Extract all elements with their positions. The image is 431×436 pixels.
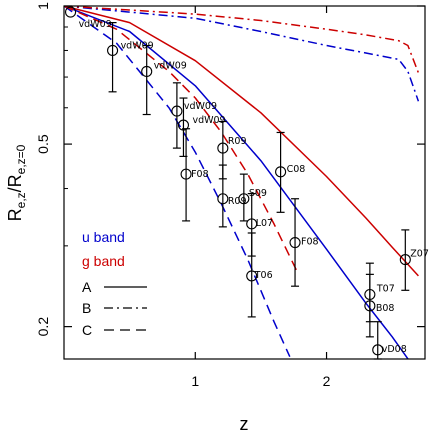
y-tick-label: 0.2 — [35, 317, 51, 337]
data-point: C08 — [275, 131, 306, 213]
point-label: vdW09 — [192, 115, 225, 126]
y-tick-label: 1 — [35, 2, 51, 10]
legend-model-b: B — [82, 300, 91, 316]
point-label: C08 — [287, 164, 306, 175]
point-marker — [275, 166, 287, 178]
point-marker — [246, 270, 258, 282]
plot-frame — [63, 5, 426, 360]
legend-g-band: g band — [82, 253, 125, 269]
point-marker — [289, 237, 301, 249]
data-point: F08 — [289, 198, 319, 287]
curve-c-u — [64, 6, 291, 358]
axis-ticks: 1 2 0.2 0.5 1 — [35, 2, 425, 389]
y-axis-title: Re,z/Re,z=0 — [5, 144, 28, 221]
x-tick-label: 2 — [323, 373, 331, 389]
curve-a-g — [64, 6, 419, 277]
point-label: vdW09 — [121, 40, 154, 51]
point-label: S09 — [249, 188, 267, 199]
point-marker — [65, 6, 77, 18]
point-label: R09 — [228, 196, 247, 207]
legend: u band g band A B C — [82, 229, 147, 338]
curve-b-u — [64, 6, 420, 102]
point-label: L07 — [256, 218, 273, 229]
point-label: B08 — [376, 303, 395, 314]
point-label: F08 — [191, 169, 209, 180]
data-point: vdW09 — [141, 44, 187, 116]
data-point: vdW09 — [107, 22, 154, 93]
curve-b-g — [64, 6, 420, 74]
point-marker — [217, 193, 229, 205]
curve-c-g — [64, 6, 299, 274]
legend-u-band: u band — [82, 229, 125, 245]
point-label: R09 — [228, 136, 247, 147]
point-label: F08 — [301, 237, 319, 248]
point-label: vdW09 — [154, 60, 187, 71]
data-point: Z07 — [399, 229, 429, 291]
point-label: vdW09 — [79, 19, 112, 30]
point-marker — [364, 300, 376, 312]
point-marker — [217, 142, 229, 154]
y-tick-label: 0.5 — [35, 134, 51, 154]
data-point: B08 — [364, 273, 395, 338]
curve-a-u — [64, 6, 409, 359]
data-point: S09 — [238, 173, 267, 222]
model-curves — [64, 6, 420, 359]
legend-model-c: C — [82, 322, 92, 338]
data-point: vdW09 — [177, 97, 226, 158]
data-point: vdW09 — [65, 6, 112, 30]
y-axis-title-mid: /R — [5, 174, 25, 192]
x-axis-title: z — [240, 414, 249, 434]
data-point: R09 — [217, 164, 247, 228]
point-marker — [246, 218, 258, 230]
point-label: T07 — [376, 283, 395, 294]
point-marker — [141, 65, 153, 77]
point-marker — [107, 44, 119, 57]
point-label: T06 — [254, 270, 273, 281]
point-marker — [238, 193, 250, 205]
legend-model-a: A — [82, 279, 92, 295]
point-marker — [171, 105, 183, 117]
data-point: T06 — [246, 232, 273, 318]
point-label: vdW09 — [184, 101, 217, 112]
data-point: vdW09 — [171, 82, 217, 149]
point-label: vD08 — [382, 344, 407, 355]
data-points: vdW09vdW09vdW09vdW09vdW09F08R09R09S09L07… — [65, 6, 429, 360]
y-axis-title-sub2: e,z=0 — [14, 144, 28, 174]
data-point: F08 — [180, 128, 209, 222]
point-marker — [180, 168, 192, 180]
y-axis-title-main: R — [5, 208, 25, 221]
y-axis-title-sub: e,z — [14, 192, 28, 208]
point-marker — [177, 119, 190, 131]
point-label: Z07 — [410, 249, 429, 260]
point-marker — [399, 254, 411, 266]
point-marker — [372, 344, 384, 356]
x-tick-label: 1 — [191, 373, 199, 389]
